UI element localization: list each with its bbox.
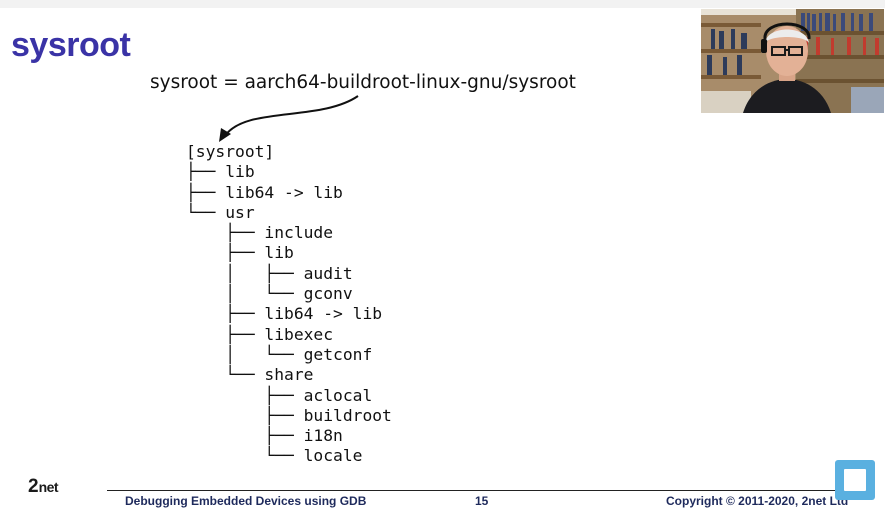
tree-line: ├── lib64 -> lib <box>186 304 383 324</box>
footer-course-title: Debugging Embedded Devices using GDB <box>125 494 367 508</box>
logo-two: 2 <box>28 476 39 497</box>
tree-line: ├── lib <box>186 243 294 263</box>
slide-title: sysroot <box>11 26 131 64</box>
top-strip <box>0 0 885 8</box>
logo-net: net <box>38 479 59 495</box>
company-logo: 2net <box>28 476 59 498</box>
tree-line: ├── lib <box>186 162 255 182</box>
tree-line: ├── i18n <box>186 426 343 446</box>
webcam-video <box>701 9 884 113</box>
tree-line: ├── libexec <box>186 324 334 344</box>
tree-line: ├── include <box>186 223 334 243</box>
tree-line: │ ├── audit <box>186 263 353 283</box>
tree-line: ├── aclocal <box>186 385 373 405</box>
tree-line: │ └── getconf <box>186 344 373 364</box>
tree-line: └── share <box>186 365 314 385</box>
footer-copyright: Copyright © 2011-2020, 2net Ltd <box>666 494 849 508</box>
tree-line: │ └── gconv <box>186 284 353 304</box>
tree-line: └── usr <box>186 202 255 222</box>
slide-subtitle: sysroot = aarch64-buildroot-linux-gnu/sy… <box>150 72 576 93</box>
webcam-scene <box>701 9 884 113</box>
footer-divider <box>107 490 859 491</box>
tree-line: [sysroot] <box>186 142 275 161</box>
directory-tree: [sysroot] ├── lib ├── lib64 -> lib └── usr … <box>186 142 392 467</box>
tree-line: ├── buildroot <box>186 405 392 425</box>
picture-in-picture-icon[interactable] <box>835 460 875 500</box>
footer-page-number: 15 <box>475 494 489 508</box>
tree-line: ├── lib64 -> lib <box>186 182 343 202</box>
tree-line: └── locale <box>186 446 363 466</box>
